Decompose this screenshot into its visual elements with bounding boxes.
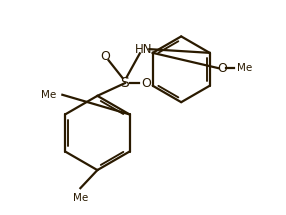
Text: O: O: [218, 62, 228, 75]
Text: Me: Me: [73, 194, 88, 203]
Text: S: S: [121, 76, 129, 90]
Text: Me: Me: [41, 90, 56, 100]
Text: O: O: [100, 50, 110, 63]
Text: Me: Me: [237, 63, 253, 73]
Text: O: O: [141, 77, 151, 90]
Text: HN: HN: [135, 43, 153, 56]
